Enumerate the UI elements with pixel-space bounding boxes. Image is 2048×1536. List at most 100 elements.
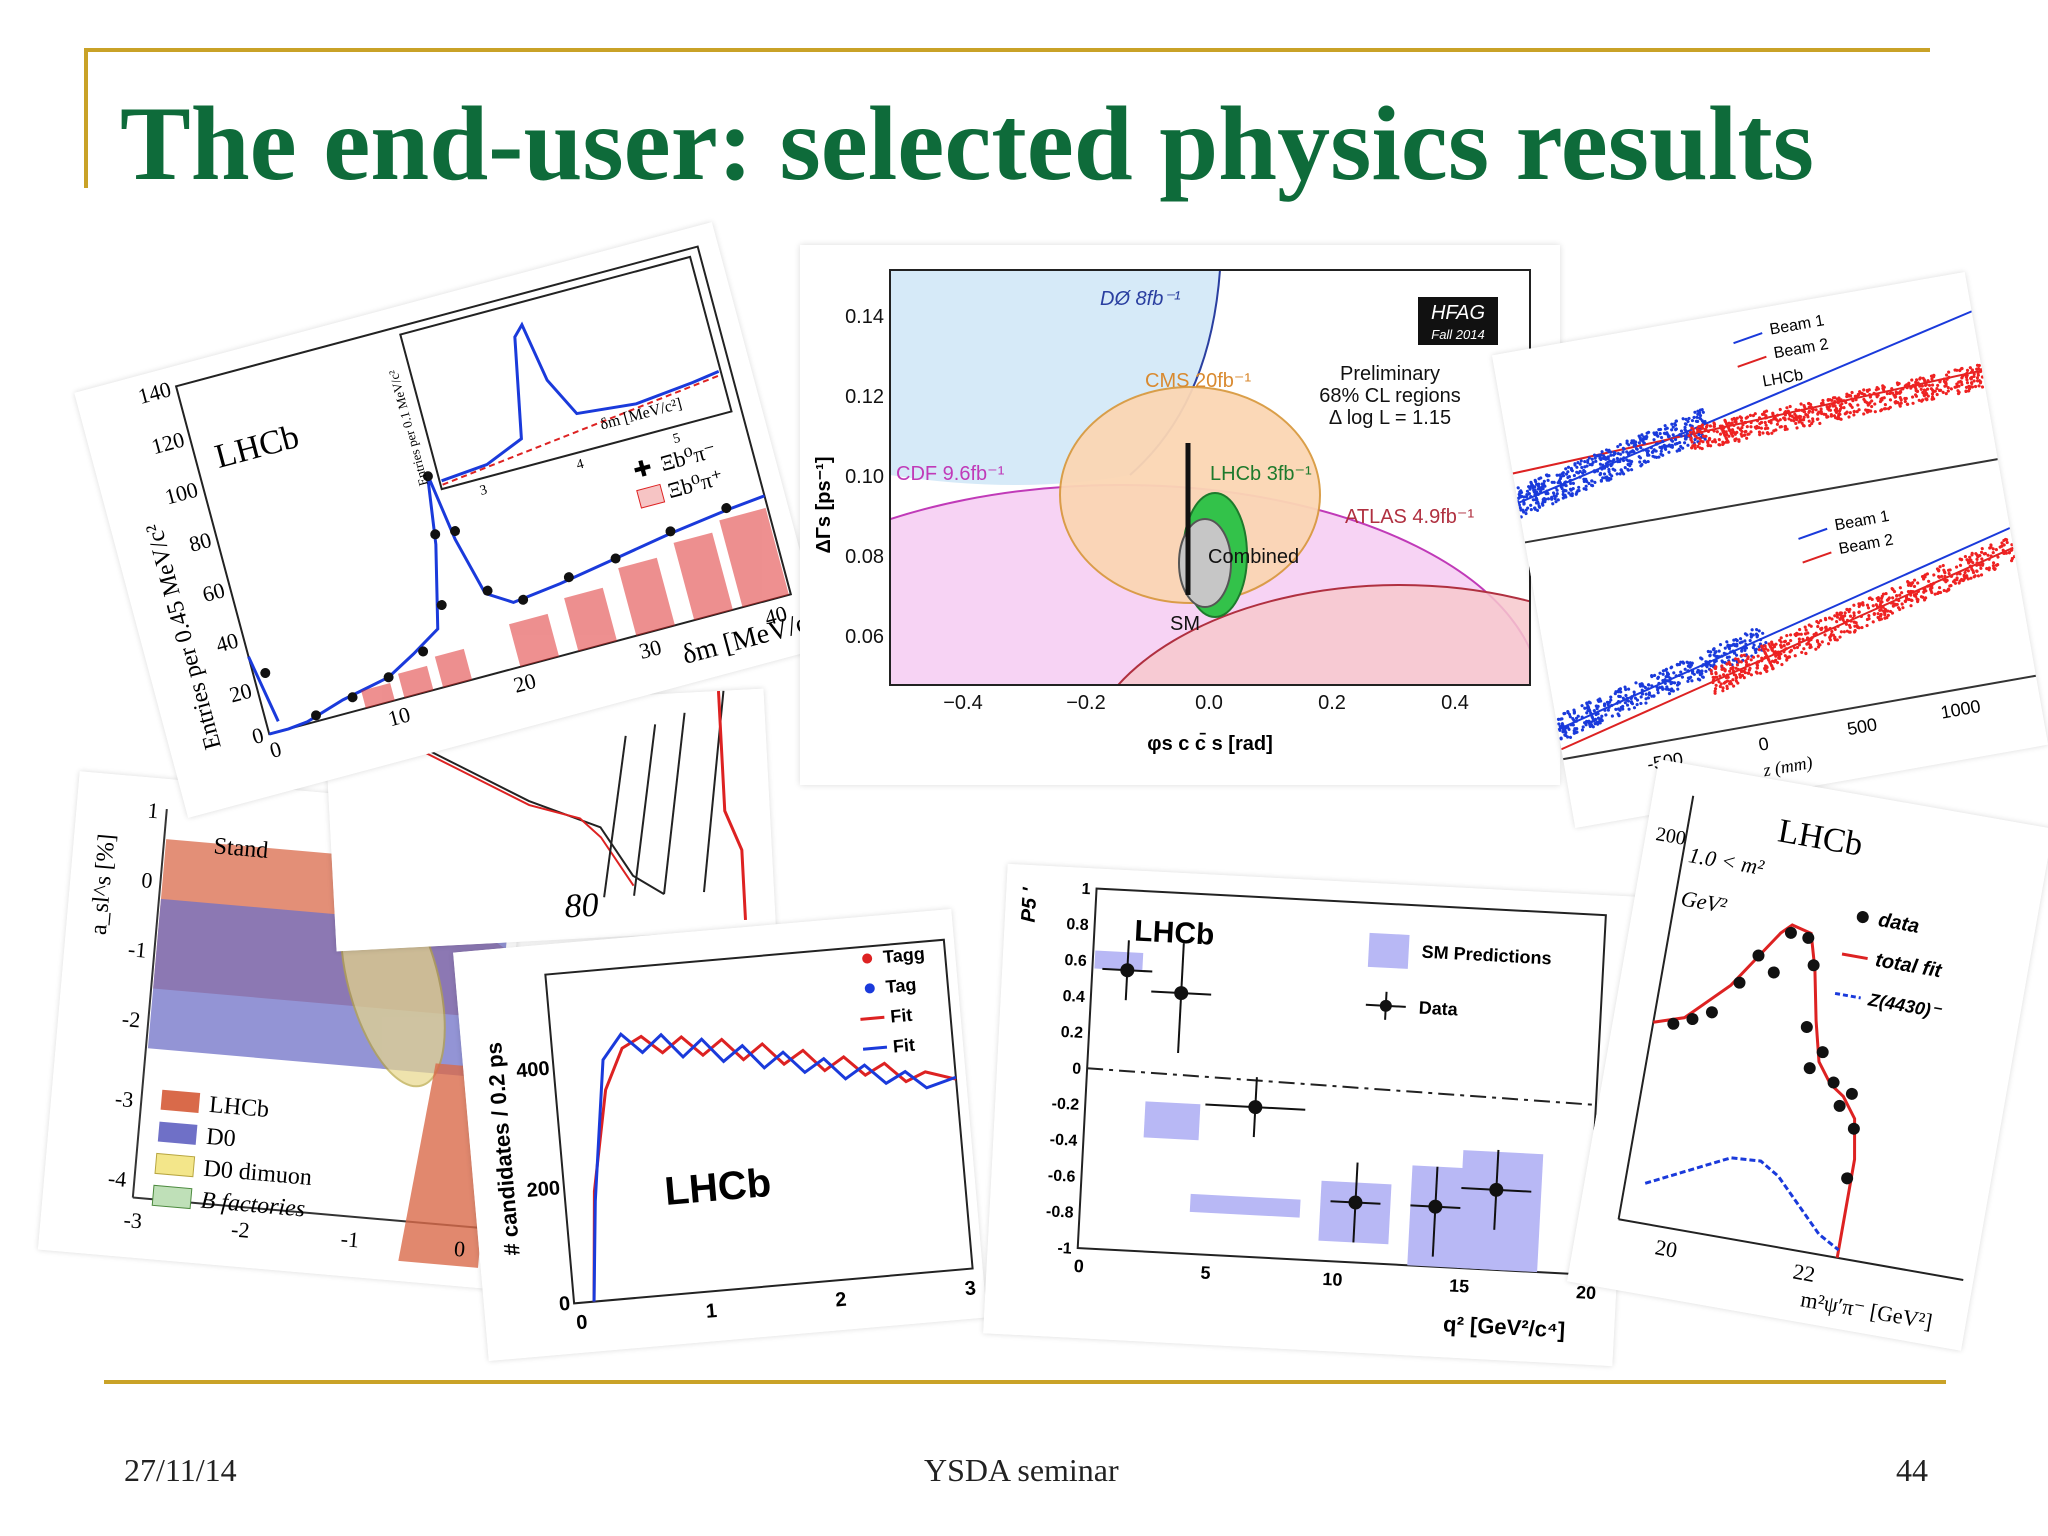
standard-text: Stand bbox=[213, 833, 270, 864]
svg-text:-1: -1 bbox=[340, 1226, 360, 1253]
hfag-badge: HFAG Fall 2014 bbox=[1418, 297, 1498, 345]
svg-text:-3: -3 bbox=[123, 1207, 143, 1234]
label-combined: Combined bbox=[1208, 546, 1299, 568]
svg-text:0: 0 bbox=[453, 1236, 466, 1262]
svg-text:68% CL regions: 68% CL regions bbox=[1319, 385, 1461, 407]
svg-text:0.08: 0.08 bbox=[845, 546, 884, 568]
svg-text:-0.2: -0.2 bbox=[1051, 1095, 1080, 1113]
svg-text:-0.8: -0.8 bbox=[1046, 1203, 1075, 1221]
svg-text:400: 400 bbox=[515, 1058, 550, 1083]
svg-text:Tagg: Tagg bbox=[882, 944, 925, 968]
xib-ws-hist bbox=[361, 507, 789, 709]
svg-text:5: 5 bbox=[671, 431, 682, 447]
asl-xticks: -3 -2 -1 0 bbox=[123, 1207, 467, 1262]
panel-xib: LHCb Entries per 0.45 MeV/c² δm [MeV/c²]… bbox=[74, 222, 826, 818]
panel-z4430: LHCb 1.0 < m² GeV² 200 data total fit Z(… bbox=[1567, 759, 2048, 1351]
svg-text:0: 0 bbox=[1757, 733, 1770, 754]
legend-lhcb: LHCb bbox=[208, 1092, 270, 1123]
svg-text:0.0: 0.0 bbox=[1195, 692, 1223, 714]
atlas-region bbox=[1118, 585, 1530, 685]
frame-top-rule bbox=[84, 48, 1930, 52]
svg-text:Fit: Fit bbox=[892, 1035, 916, 1057]
panel-vertex: Beam 1 Beam 2 LHCb Beam 1 Beam 2 -5000 5… bbox=[1491, 271, 2048, 829]
svg-text:Preliminary: Preliminary bbox=[1340, 363, 1440, 385]
p5-xticks: 0 5 10 15 20 bbox=[1073, 1256, 1596, 1303]
svg-text:2: 2 bbox=[834, 1289, 847, 1312]
svg-text:0.4: 0.4 bbox=[1441, 692, 1469, 714]
phis-xticks: −0.4 −0.2 0.0 0.2 0.4 bbox=[943, 692, 1469, 714]
svg-text:0: 0 bbox=[1073, 1256, 1084, 1276]
svg-text:Δ log L = 1.15: Δ log L = 1.15 bbox=[1329, 407, 1451, 429]
svg-text:0: 0 bbox=[558, 1293, 571, 1316]
svg-text:-2: -2 bbox=[121, 1006, 141, 1033]
z-ytick: 200 bbox=[1654, 823, 1687, 850]
svg-text:-1: -1 bbox=[1057, 1240, 1072, 1258]
slide-title: The end-user: selected physics results bbox=[120, 85, 1814, 202]
svg-text:1: 1 bbox=[705, 1300, 718, 1323]
osc-xticks: 0 1 2 3 bbox=[575, 1277, 977, 1334]
frag-tick-80: 80 bbox=[564, 887, 600, 926]
z-xticks: 20 22 bbox=[1653, 1234, 1817, 1287]
svg-text:1: 1 bbox=[1081, 881, 1091, 898]
p5-data-points bbox=[1102, 940, 1532, 1257]
p5-ylabel: P5 ' bbox=[1018, 886, 1042, 923]
svg-text:1: 1 bbox=[147, 797, 160, 823]
phis-note: Preliminary 68% CL regions Δ log L = 1.1… bbox=[1319, 363, 1461, 429]
panel-phis: HFAG Fall 2014 Preliminary 68% CL region… bbox=[800, 245, 1560, 785]
osc-blue-curve bbox=[592, 1032, 957, 1302]
svg-text:-1: -1 bbox=[127, 936, 147, 963]
phis-ylabel: ΔΓs [ps⁻¹] bbox=[813, 457, 835, 554]
svg-text:5: 5 bbox=[1200, 1263, 1211, 1283]
vertex-scatter bbox=[1516, 363, 2017, 741]
label-lhcb: LHCb 3fb⁻¹ bbox=[1210, 463, 1312, 485]
svg-text:-0.6: -0.6 bbox=[1047, 1167, 1076, 1185]
label-sm: SM bbox=[1170, 613, 1200, 635]
label-cdf: CDF 9.6fb⁻¹ bbox=[896, 463, 1005, 485]
svg-text:3: 3 bbox=[964, 1277, 977, 1300]
svg-text:-3: -3 bbox=[114, 1086, 134, 1113]
p5-legend: SM Predictions Data bbox=[1365, 932, 1552, 1020]
svg-text:0.12: 0.12 bbox=[845, 386, 884, 408]
sm-prediction-boxes bbox=[1094, 950, 1544, 1273]
svg-text:0.14: 0.14 bbox=[845, 306, 884, 328]
svg-text:HFAG: HFAG bbox=[1431, 302, 1485, 324]
svg-text:0.4: 0.4 bbox=[1062, 988, 1085, 1006]
svg-text:Fit: Fit bbox=[889, 1005, 913, 1027]
z-component bbox=[1644, 1156, 1840, 1252]
footer-page-number: 44 bbox=[1896, 1452, 1928, 1488]
label-atlas: ATLAS 4.9fb⁻¹ bbox=[1345, 506, 1474, 528]
frame-bottom-rule bbox=[104, 1380, 1946, 1384]
svg-text:22: 22 bbox=[1791, 1259, 1817, 1287]
svg-text:20: 20 bbox=[1576, 1282, 1597, 1303]
svg-text:Data: Data bbox=[1418, 998, 1459, 1020]
svg-text:0.06: 0.06 bbox=[845, 626, 884, 648]
svg-text:200: 200 bbox=[526, 1177, 561, 1202]
xib-data-points bbox=[260, 471, 732, 721]
osc-logo: LHCb bbox=[663, 1161, 773, 1214]
svg-text:LHCb: LHCb bbox=[1761, 367, 1804, 391]
svg-text:4: 4 bbox=[575, 457, 586, 473]
p5-logo: LHCb bbox=[1134, 915, 1216, 952]
panel-p5: LHCb SM Predictions Data P5 ' 1 0.8 0.6 0.… bbox=[983, 863, 1637, 1367]
footer-date: 27/11/14 bbox=[124, 1452, 237, 1488]
svg-text:−0.2: −0.2 bbox=[1066, 692, 1105, 714]
p5-yticks: 1 0.8 0.6 0.4 0.2 0 -0.2 -0.4 -0.6 -0.8 -1 bbox=[1046, 881, 1091, 1258]
osc-legend: Tagg Tag Fit Fit bbox=[860, 944, 926, 1057]
svg-text:-0.4: -0.4 bbox=[1049, 1131, 1078, 1149]
svg-text:15: 15 bbox=[1449, 1276, 1470, 1297]
z-data-points bbox=[1667, 926, 1860, 1185]
svg-text:0: 0 bbox=[1072, 1061, 1082, 1078]
osc-red-curve bbox=[592, 1034, 957, 1302]
svg-text:10: 10 bbox=[1322, 1269, 1343, 1290]
xib-legend: ✚ Ξb⁰π⁻ Ξb⁰π⁺ bbox=[630, 437, 726, 509]
frame-left-rule bbox=[84, 48, 88, 188]
osc-yticks: 400 200 0 bbox=[515, 1058, 571, 1316]
svg-text:−0.4: −0.4 bbox=[943, 692, 982, 714]
combined-region bbox=[1178, 518, 1232, 608]
footer-venue: YSDA seminar bbox=[924, 1452, 1119, 1488]
legend-d0: D0 bbox=[205, 1124, 236, 1152]
svg-text:20: 20 bbox=[1653, 1234, 1679, 1262]
svg-text:-4: -4 bbox=[107, 1165, 127, 1192]
phis-xlabel: φs c c̄ s [rad] bbox=[1147, 733, 1272, 755]
